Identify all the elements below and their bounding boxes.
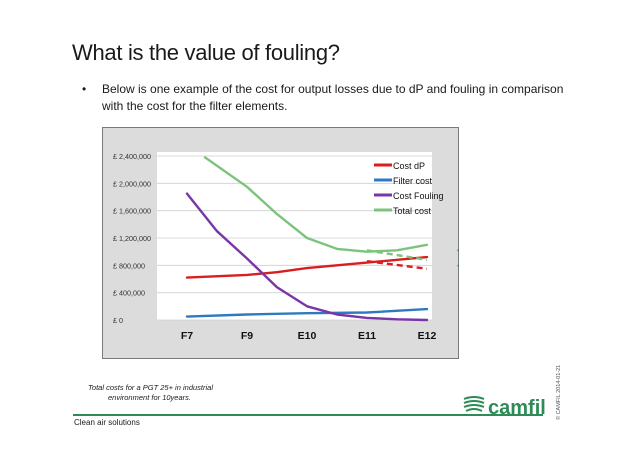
bullet-text: Below is one example of the cost for out…: [102, 82, 564, 113]
x-tick-label: E11: [358, 330, 376, 342]
bullet-marker: •: [82, 82, 87, 96]
slide-title: What is the value of fouling?: [72, 40, 340, 65]
y-tick-label: £ 1,200,000: [113, 234, 151, 243]
y-tick-label: £ 0: [113, 316, 123, 325]
legend-label-cost-dp: Cost dP: [393, 161, 425, 171]
y-tick-label: £ 2,400,000: [113, 152, 151, 161]
footnote: Total costs for a PGT 25+ in industrial …: [88, 383, 213, 403]
copyright-text: © CAMFIL 2014-01-21: [556, 364, 562, 420]
bottom-bar-main: [73, 414, 543, 432]
camfil-logo: camfil: [463, 396, 546, 419]
logo-text: camfil: [488, 397, 546, 419]
bullet-point: • Below is one example of the cost for o…: [82, 81, 564, 115]
x-tick-label: E12: [418, 330, 437, 342]
series-line-total-cost: [203, 156, 429, 253]
legend-label-cost-fouling: Cost Fouling: [393, 191, 444, 201]
series-line-cost-dp: [185, 255, 429, 279]
footnote-line-1: Total costs for a PGT 25+ in industrial: [88, 383, 213, 392]
cost-chart: £ 2,400,000 £ 2,000,000 £ 1,600,000 £ 1,200…: [113, 152, 459, 342]
y-tick-label: £ 800,000: [113, 261, 145, 270]
footnote-line-2: environment for 10years.: [108, 393, 191, 402]
y-tick-label: £ 400,000: [113, 289, 145, 298]
bottom-bar-left: [0, 414, 73, 432]
series-dashed-total-cost: [366, 249, 428, 262]
x-tick-label: E10: [298, 330, 317, 342]
x-tick-label: F7: [181, 330, 193, 342]
bottom-label: Clean air solutions: [74, 418, 140, 427]
y-tick-label: £ 2,000,000: [113, 179, 151, 188]
legend-label-total-cost: Total cost: [393, 206, 432, 216]
legend-label-filter-cost: Filter cost: [393, 176, 433, 186]
bottom-bar: [0, 414, 638, 432]
camgt-badge: [456, 249, 459, 267]
x-tick-label: F9: [241, 330, 253, 342]
series-line-cost-fouling: [185, 192, 429, 322]
y-tick-label: £ 1,600,000: [113, 207, 151, 216]
plot-area: [157, 152, 432, 320]
series-line-filter-cost: [185, 307, 429, 318]
series-dashed-cost-dp: [366, 260, 428, 270]
